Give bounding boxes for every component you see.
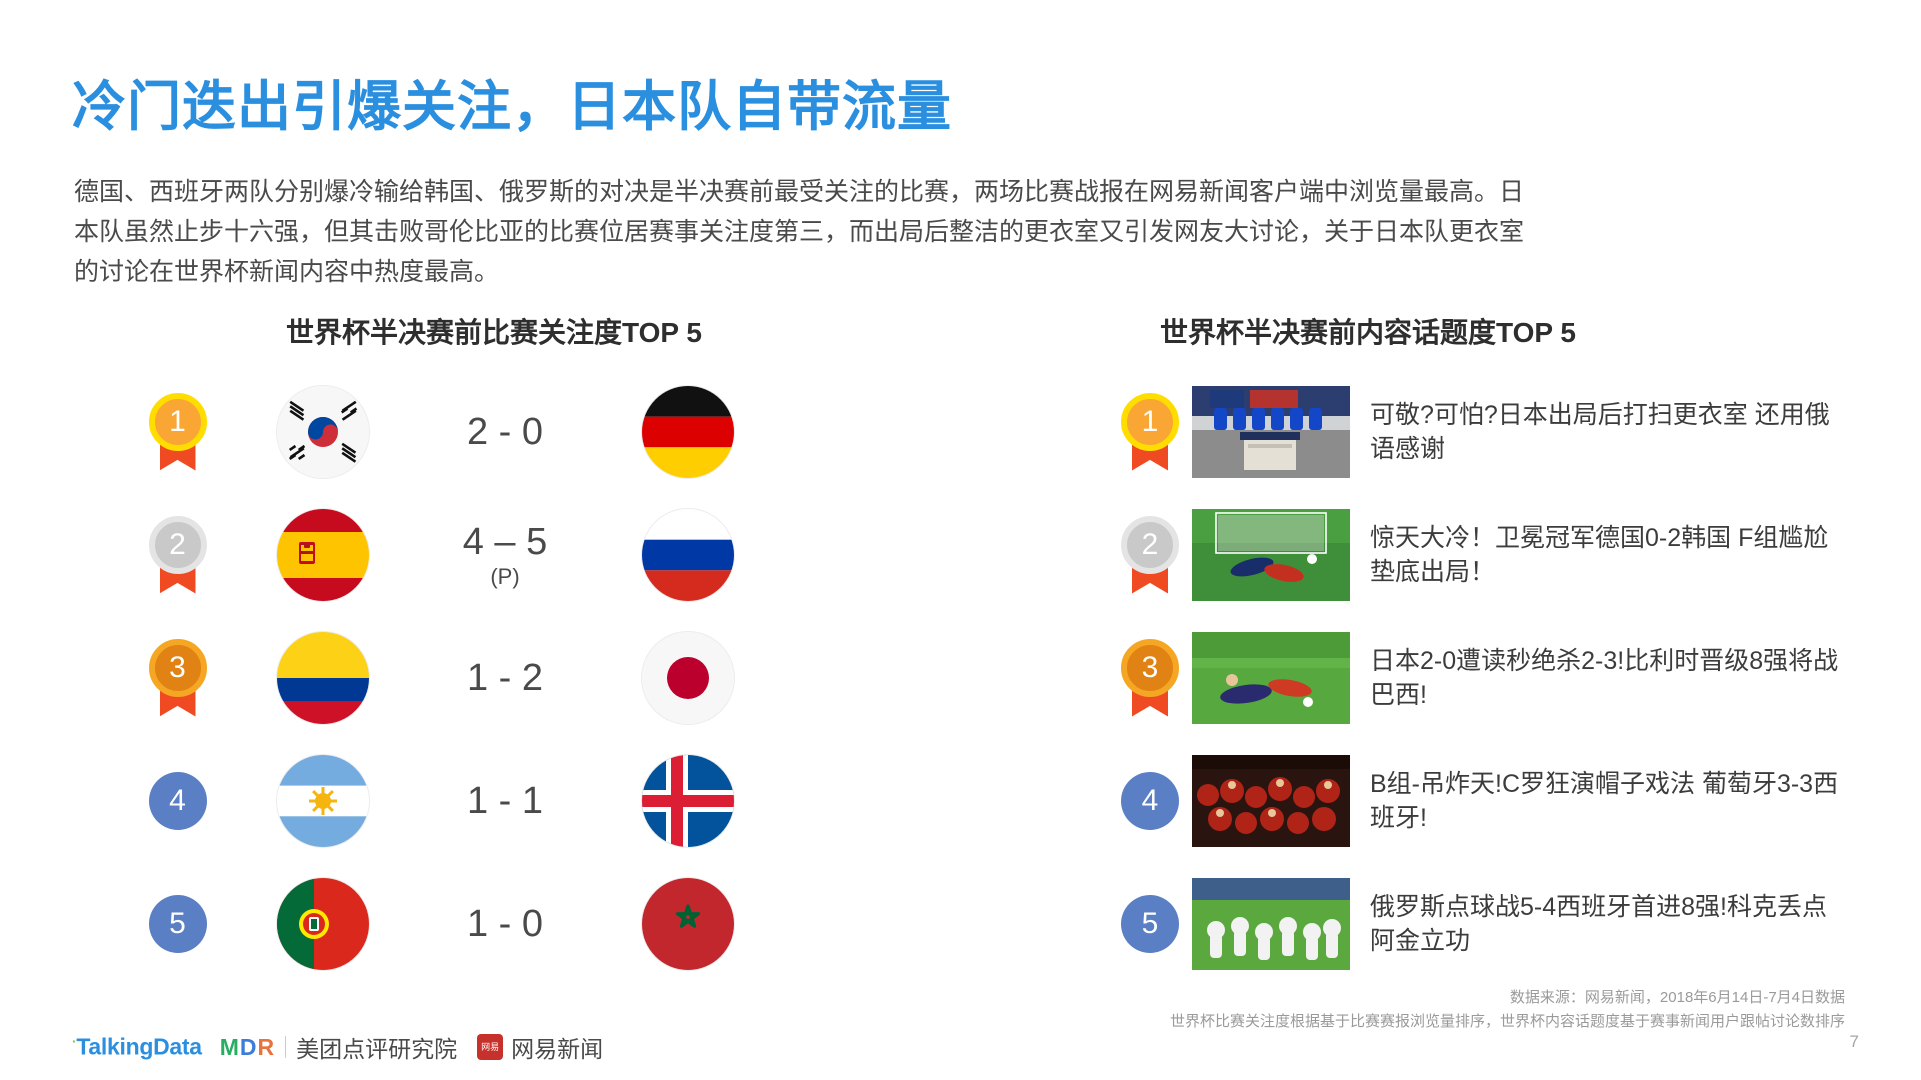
- flag-spain-icon: [276, 508, 369, 601]
- rank-badge-plain: 5: [148, 894, 207, 953]
- home-flag-cell: [235, 754, 410, 847]
- medal-rank-number: 1: [148, 392, 207, 451]
- flag-russia-icon: [641, 508, 734, 601]
- away-flag-cell: [600, 385, 775, 478]
- intro-line-3: 的讨论在世界杯新闻内容中热度最高。: [74, 258, 500, 286]
- medal-bronze-icon: 3: [1121, 638, 1179, 717]
- score-value: 1 - 0: [466, 902, 544, 945]
- news-rank-cell: 2: [1108, 515, 1192, 594]
- flag-germany-icon: [641, 385, 734, 478]
- news-row[interactable]: 5 俄罗斯点球战5-4西班牙首进8强!科克丢点阿金立功: [1108, 862, 1868, 985]
- logo-bar: ·TalkingData MDR 美团点评研究院 网易 网易新闻: [72, 1030, 603, 1064]
- medal-gold-icon: 1: [1121, 392, 1179, 471]
- match-rank-cell: 4: [120, 771, 235, 830]
- match-score: 1 - 0: [410, 902, 600, 946]
- match-score: 1 - 2: [410, 656, 600, 700]
- page-title: 冷门迭出引爆关注，日本队自带流量: [72, 77, 952, 137]
- right-section-heading: 世界杯半决赛前内容话题度TOP 5: [1160, 317, 1576, 348]
- away-flag-cell: [600, 631, 775, 724]
- home-flag-cell: [235, 385, 410, 478]
- news-thumbnail[interactable]: [1192, 754, 1350, 847]
- medal-rank-number: 3: [148, 638, 207, 697]
- home-flag-cell: [235, 508, 410, 601]
- news-ranking-list: 1 可敬?可怕?日本出局后打扫更衣室 还用俄语感谢 2 惊天大冷！卫冕冠军德国0-…: [1108, 370, 1868, 985]
- netease-news-logo: 网易新闻: [511, 1036, 604, 1062]
- news-rank-cell: 1: [1108, 392, 1192, 471]
- data-source-note: 数据来源：网易新闻，2018年6月14日-7月4日数据 世界杯比赛关注度根据基于…: [1170, 986, 1845, 1034]
- news-row[interactable]: 2 惊天大冷！卫冕冠军德国0-2韩国 F组尴尬垫底出局！: [1108, 493, 1868, 616]
- match-ranking-list: 1 2 - 0 2 4 – 5 (P): [120, 370, 880, 985]
- news-rank-cell: 3: [1108, 638, 1192, 717]
- match-rank-cell: 1: [120, 392, 235, 471]
- meituan-research-logo: 美团点评研究院: [296, 1036, 458, 1062]
- news-title[interactable]: B组-吊炸天!C罗狂演帽子戏法 葡萄牙3-3西班牙!: [1370, 769, 1839, 832]
- news-thumbnail[interactable]: [1192, 877, 1350, 970]
- score-value: 1 - 1: [466, 779, 544, 822]
- match-score: 2 - 0: [410, 410, 600, 454]
- news-title[interactable]: 日本2-0遭读秒绝杀2-3!比利时晋级8强将战巴西!: [1370, 646, 1839, 709]
- medal-silver-icon: 2: [148, 515, 207, 594]
- match-row: 4 1 - 1: [120, 739, 880, 862]
- news-rank-cell: 5: [1108, 894, 1192, 953]
- left-section-heading: 世界杯半决赛前比赛关注度TOP 5: [286, 317, 702, 348]
- medal-rank-number: 2: [148, 515, 207, 574]
- news-thumbnail[interactable]: [1192, 508, 1350, 601]
- medal-silver-icon: 2: [1121, 515, 1179, 594]
- news-row[interactable]: 1 可敬?可怕?日本出局后打扫更衣室 还用俄语感谢: [1108, 370, 1868, 493]
- news-thumbnail[interactable]: [1192, 631, 1350, 724]
- source-line-1: 数据来源：网易新闻，2018年6月14日-7月4日数据: [1509, 989, 1845, 1006]
- match-rank-cell: 5: [120, 894, 235, 953]
- flag-korea-icon: [276, 385, 369, 478]
- away-flag-cell: [600, 877, 775, 970]
- score-value: 4 – 5: [462, 520, 548, 563]
- news-title[interactable]: 惊天大冷！卫冕冠军德国0-2韩国 F组尴尬垫底出局！: [1370, 523, 1829, 586]
- medal-rank-number: 2: [1121, 515, 1179, 574]
- score-value: 1 - 2: [466, 656, 544, 699]
- match-rank-cell: 3: [120, 638, 235, 717]
- match-score: 4 – 5 (P): [410, 520, 600, 590]
- logo-divider: [285, 1036, 287, 1058]
- flag-iceland-icon: [641, 754, 734, 847]
- away-flag-cell: [600, 508, 775, 601]
- home-flag-cell: [235, 877, 410, 970]
- match-row: 2 4 – 5 (P): [120, 493, 880, 616]
- medal-rank-number: 3: [1121, 638, 1179, 697]
- match-rank-cell: 2: [120, 515, 235, 594]
- talkingdata-logo: ·TalkingData: [72, 1033, 202, 1060]
- medal-gold-icon: 1: [148, 392, 207, 471]
- news-row[interactable]: 3 日本2-0遭读秒绝杀2-3!比利时晋级8强将战巴西!: [1108, 616, 1868, 739]
- news-title[interactable]: 可敬?可怕?日本出局后打扫更衣室 还用俄语感谢: [1370, 400, 1830, 463]
- flag-morocco-icon: [641, 877, 734, 970]
- flag-argentina-icon: [276, 754, 369, 847]
- intro-line-1: 德国、西班牙两队分别爆冷输给韩国、俄罗斯的对决是半决赛前最受关注的比赛，两场比赛…: [74, 178, 1525, 206]
- intro-paragraph: 德国、西班牙两队分别爆冷输给韩国、俄罗斯的对决是半决赛前最受关注的比赛，两场比赛…: [74, 172, 1846, 292]
- news-thumbnail[interactable]: [1192, 385, 1350, 478]
- score-value: 2 - 0: [466, 410, 544, 453]
- news-rank-cell: 4: [1108, 771, 1192, 830]
- rank-badge-plain: 5: [1121, 894, 1179, 953]
- away-flag-cell: [600, 754, 775, 847]
- intro-line-2: 本队虽然止步十六强，但其击败哥伦比亚的比赛位居赛事关注度第三，而出局后整洁的更衣…: [74, 218, 1525, 246]
- news-title[interactable]: 俄罗斯点球战5-4西班牙首进8强!科克丢点阿金立功: [1370, 892, 1827, 955]
- match-score: 1 - 1: [410, 779, 600, 823]
- mdr-logo: MDR: [219, 1033, 276, 1060]
- penalty-marker: (P): [490, 563, 520, 589]
- flag-japan-icon: [641, 631, 734, 724]
- rank-badge-plain: 4: [1121, 771, 1179, 830]
- match-row: 1 2 - 0: [120, 370, 880, 493]
- news-row[interactable]: 4 B组-吊炸天!C罗狂演帽子戏法 葡萄牙3-3西班牙!: [1108, 739, 1868, 862]
- medal-bronze-icon: 3: [148, 638, 207, 717]
- home-flag-cell: [235, 631, 410, 724]
- flag-portugal-icon: [276, 877, 369, 970]
- rank-badge-plain: 4: [148, 771, 207, 830]
- medal-rank-number: 1: [1121, 392, 1179, 451]
- netease-badge-icon: 网易: [477, 1034, 504, 1060]
- source-line-2: 世界杯比赛关注度根据基于比赛赛报浏览量排序，世界杯内容话题度基于赛事新闻用户跟帖…: [1169, 1013, 1845, 1030]
- match-row: 5 1 - 0: [120, 862, 880, 985]
- page-number: 7: [1849, 1032, 1859, 1051]
- match-row: 3 1 - 2: [120, 616, 880, 739]
- flag-colombia-icon: [276, 631, 369, 724]
